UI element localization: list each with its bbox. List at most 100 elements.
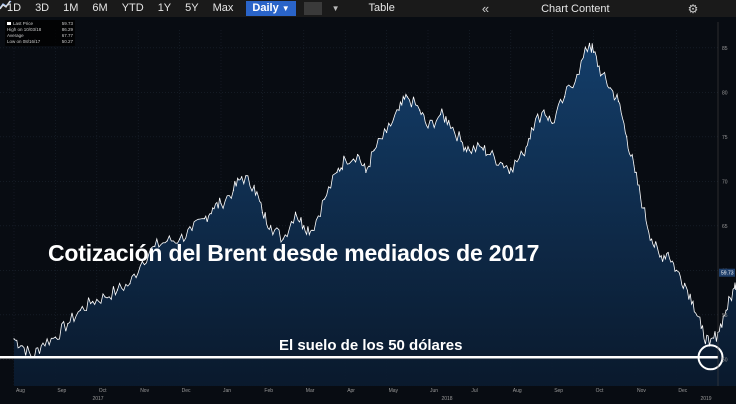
interval-select[interactable]: Daily ▼	[246, 1, 296, 16]
data-point	[220, 202, 222, 205]
y-tick-label: 55	[722, 313, 728, 319]
x-tick-label: Aug	[16, 388, 25, 394]
data-point	[501, 162, 504, 165]
chevron-down-icon: ▼	[281, 4, 290, 13]
x-tick-label: Apr	[347, 388, 355, 394]
data-point	[617, 100, 620, 102]
x-tick-label: Sep	[554, 388, 563, 394]
data-point	[104, 296, 106, 298]
data-point	[365, 171, 367, 173]
range-6m-button[interactable]: 6M	[92, 2, 108, 14]
x-tick-label: Nov	[140, 388, 149, 394]
x-tick-label: May	[389, 388, 399, 394]
data-point	[588, 42, 591, 44]
range-1m-button[interactable]: 1M	[63, 2, 79, 14]
data-point	[481, 146, 483, 149]
data-point	[406, 96, 408, 98]
data-point	[42, 342, 44, 344]
data-point	[576, 73, 578, 76]
data-point	[667, 251, 669, 254]
x-tick-label: Oct	[99, 388, 107, 394]
data-point	[154, 245, 156, 247]
range-3d-button[interactable]: 3D	[35, 2, 50, 14]
y-tick-label: 85	[722, 46, 728, 52]
data-point	[543, 109, 545, 111]
data-point	[179, 238, 181, 240]
data-point	[609, 87, 611, 89]
data-point	[54, 336, 57, 338]
overlay-floor-label: El suelo de los 50 dólares	[279, 337, 463, 354]
data-point	[530, 127, 533, 129]
data-point	[311, 229, 313, 231]
data-point	[601, 73, 603, 76]
x-tick-label: Sep	[57, 388, 66, 394]
data-point	[650, 238, 653, 240]
x-tick-label: Nov	[637, 388, 646, 394]
floor-circle	[697, 344, 724, 371]
data-point	[336, 171, 338, 173]
last-price-tag	[719, 268, 735, 277]
data-point	[261, 211, 263, 214]
gear-icon[interactable]: ⚙	[687, 1, 699, 16]
data-point	[344, 158, 346, 160]
collapse-icon[interactable]: «	[481, 1, 490, 16]
y-tick-label: 75	[722, 135, 728, 141]
chart-type-caret-icon[interactable]: ▼	[331, 4, 340, 13]
data-point	[725, 309, 727, 311]
x-tick-label: Mar	[306, 388, 315, 394]
price-area	[14, 43, 736, 386]
data-point	[510, 167, 512, 169]
range-1y-button[interactable]: 1Y	[157, 2, 172, 14]
y-tick-label: 80	[722, 90, 728, 96]
last-price-label: 59.73	[721, 271, 734, 277]
interval-label: Daily	[252, 2, 279, 14]
data-point	[116, 289, 119, 291]
data-point	[489, 154, 491, 156]
data-point	[419, 109, 421, 111]
data-point	[303, 225, 305, 227]
chart-content-icon	[0, 0, 11, 10]
data-point	[79, 309, 81, 311]
data-point	[675, 269, 678, 271]
year-label: 2018	[441, 396, 452, 402]
y-tick-label: 65	[722, 224, 728, 230]
data-point	[684, 283, 686, 285]
data-point	[13, 338, 15, 340]
data-point	[564, 96, 566, 98]
chart-content-button[interactable]: Chart Content	[0, 0, 610, 15]
year-label: 2017	[92, 396, 103, 402]
data-point	[439, 113, 442, 116]
data-point	[129, 283, 131, 285]
x-tick-label: Oct	[596, 388, 604, 394]
data-point	[323, 198, 326, 200]
data-point	[448, 120, 450, 122]
legend: Last Price 59.73 High on 10/03/18 86.29 Av…	[5, 20, 75, 46]
table-button[interactable]: Table	[368, 2, 395, 14]
data-point	[733, 287, 735, 289]
data-point	[373, 149, 375, 151]
data-point	[191, 229, 193, 231]
data-point	[427, 127, 429, 129]
x-tick-label: Feb	[264, 388, 273, 394]
data-point	[241, 176, 243, 178]
data-point	[270, 225, 272, 227]
range-5y-button[interactable]: 5Y	[185, 2, 199, 14]
year-label: 2019	[700, 396, 711, 402]
data-point	[642, 207, 644, 209]
data-point	[203, 218, 206, 220]
data-point	[232, 189, 235, 191]
data-point	[253, 185, 255, 187]
legend-row: Last Price 59.73	[7, 21, 73, 27]
data-point	[700, 327, 702, 329]
data-point	[593, 51, 595, 53]
range-ytd-button[interactable]: YTD	[121, 2, 144, 14]
range-max-button[interactable]: Max	[212, 2, 234, 14]
data-point	[141, 260, 143, 262]
data-point	[294, 211, 297, 214]
x-tick-label: Jan	[223, 388, 231, 394]
range-1d-button[interactable]: 1D	[7, 2, 22, 14]
data-point	[659, 256, 661, 258]
data-point	[282, 238, 284, 240]
overlay-title: Cotización del Brent desde mediados de 2…	[48, 240, 540, 266]
data-point	[460, 140, 462, 142]
